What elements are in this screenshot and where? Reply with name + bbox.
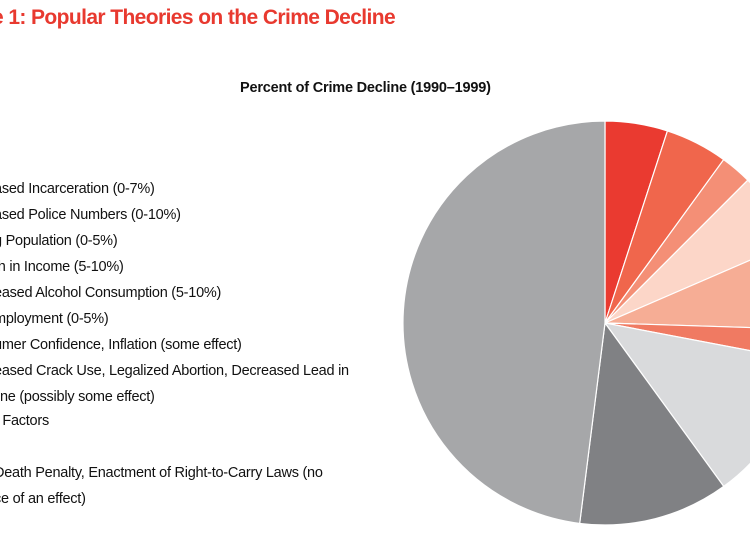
figure-title: e 1: Popular Theories on the Crime Decli… [0, 6, 396, 29]
pie-slice [579, 321, 725, 526]
pie-slice [604, 179, 750, 324]
legend-item: r Factors [0, 408, 384, 434]
legend-item: g Population (0-5%) [0, 228, 384, 254]
legend-label: line (possibly some effect) [0, 389, 155, 405]
pie-slice [604, 259, 750, 329]
legend-item: umer Confidence, Inflation (some effect) [0, 332, 384, 358]
legend-item: ased Incarceration (0-7%) [0, 176, 384, 202]
pie-slice [603, 322, 750, 488]
legend-label: umer Confidence, Inflation (some effect) [0, 337, 242, 353]
legend-item: ased Police Numbers (0-10%) [0, 202, 384, 228]
legend-label: eased Crack Use, Legalized Abortion, Dec… [0, 363, 349, 379]
legend-label: Death Penalty, Enactment of Right-to-Car… [0, 465, 323, 481]
legend-item: Death Penalty, Enactment of Right-to-Car… [0, 460, 384, 512]
legend-label: g Population (0-5%) [0, 233, 118, 249]
legend-label: eased Alcohol Consumption (5-10%) [0, 285, 222, 301]
legend-label: mployment (0-5%) [0, 311, 109, 327]
legend-label: ased Police Numbers (0-10%) [0, 207, 181, 223]
legend-item: mployment (0-5%) [0, 306, 384, 332]
legend-label: ce of an effect) [0, 491, 86, 507]
legend-label: ased Incarceration (0-7%) [0, 181, 155, 197]
legend-item: th in Income (5-10%) [0, 254, 384, 280]
chart-title: Percent of Crime Decline (1990–1999) [240, 80, 491, 96]
legend-label: th in Income (5-10%) [0, 259, 124, 275]
legend-item: eased Alcohol Consumption (5-10%) [0, 280, 384, 306]
pie-slice [402, 120, 606, 525]
legend-item: eased Crack Use, Legalized Abortion, Dec… [0, 358, 384, 410]
legend-label: r Factors [0, 413, 49, 429]
